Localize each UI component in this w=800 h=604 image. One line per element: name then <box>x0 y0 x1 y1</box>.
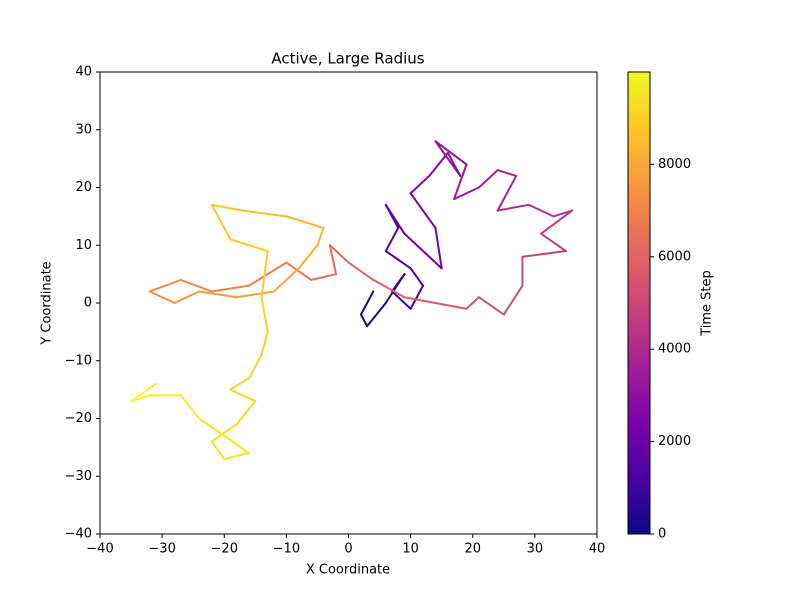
trajectory-segment <box>428 151 449 177</box>
trajectory-segment <box>241 209 288 218</box>
trajectory-segment <box>210 440 226 460</box>
colorbar-tick-label: 2000 <box>658 434 691 449</box>
x-tick-label: −30 <box>148 542 175 557</box>
trajectory-segment <box>210 203 244 212</box>
trajectory-segment <box>409 192 437 229</box>
trajectory-segment <box>521 250 567 258</box>
trajectory-segment <box>310 273 338 281</box>
y-tick-label: 40 <box>75 65 92 80</box>
trajectory-segment <box>502 284 524 316</box>
colorbar-label: Time Step <box>700 270 715 337</box>
trajectory-segment <box>496 174 518 212</box>
y-tick-label: −10 <box>65 353 92 368</box>
y-tick-label: 0 <box>84 296 92 311</box>
trajectory-segment <box>210 284 251 293</box>
trajectory-segment <box>540 209 574 235</box>
colorbar-tick-label: 6000 <box>658 249 691 264</box>
y-tick-label: −30 <box>65 469 92 484</box>
trajectory-segment <box>130 382 157 403</box>
x-tick-label: −20 <box>211 542 238 557</box>
trajectory-segment <box>210 423 238 443</box>
trajectory-segment <box>496 203 530 212</box>
trajectory-segment <box>316 226 325 247</box>
trajectory-segment <box>434 140 468 166</box>
trajectory-segment <box>403 232 431 258</box>
trajectory-segment <box>148 290 176 304</box>
x-tick-label: 0 <box>344 542 352 557</box>
trajectory-segment <box>198 417 251 455</box>
colorbar <box>627 71 651 535</box>
trajectory-segment <box>540 232 567 253</box>
trajectory-segment <box>173 290 201 304</box>
trajectory-segment <box>403 296 437 304</box>
trajectory-segment <box>477 296 505 316</box>
y-tick-label: 30 <box>75 122 92 137</box>
x-tick-label: −10 <box>273 542 300 557</box>
x-axis-label: X Coordinate <box>306 563 390 578</box>
colorbar-tick-label: 0 <box>658 527 666 542</box>
trajectory-segment <box>235 400 257 426</box>
trajectory-segment <box>260 250 269 299</box>
trajectory-segment <box>372 278 406 299</box>
trajectory-segment <box>465 296 480 310</box>
trajectory-segment <box>235 290 275 299</box>
trajectory-segment <box>210 203 232 241</box>
trajectory-segment <box>248 353 263 380</box>
trajectory-segment <box>428 255 443 270</box>
trajectory-segment <box>434 226 443 270</box>
trajectory-segment <box>409 174 431 195</box>
x-tick-label: 20 <box>464 542 481 557</box>
trajectory-segment <box>347 261 375 281</box>
trajectory-segment <box>477 169 499 189</box>
x-tick-label: −40 <box>86 542 113 557</box>
trajectory-segment <box>384 226 400 253</box>
trajectory-segment <box>453 186 480 201</box>
trajectory-segment <box>328 244 350 264</box>
trajectory-segment <box>527 203 555 218</box>
trajectory-segment <box>229 377 251 391</box>
trajectory-segment <box>260 330 269 356</box>
trajectory-segment <box>248 261 288 287</box>
y-tick-label: −20 <box>65 411 92 426</box>
y-axis-label: Y Coordinate <box>40 261 55 345</box>
trajectory-segment <box>148 278 182 293</box>
trajectory-segment <box>384 250 412 270</box>
y-tick-label: 20 <box>75 180 92 195</box>
trajectory-segment <box>229 238 269 253</box>
trajectory-segment <box>229 388 257 403</box>
trajectory-segment <box>198 290 238 299</box>
trajectory-segment <box>260 296 269 333</box>
trajectory-segment <box>297 244 319 270</box>
trajectory-segment <box>390 273 406 293</box>
trajectory-segment <box>409 284 425 310</box>
chart-title: Active, Large Radius <box>271 50 424 68</box>
trajectory-segment <box>434 302 468 310</box>
trajectory-segment <box>223 452 251 460</box>
plot-area <box>130 140 574 460</box>
trajectory-segment <box>453 163 468 201</box>
trajectory-segment <box>285 261 313 281</box>
trajectory-segment <box>390 290 412 310</box>
trajectory-segment <box>285 215 325 229</box>
trajectory-segment <box>409 267 425 287</box>
x-tick-label: 40 <box>589 542 606 557</box>
trajectory-segment <box>496 169 518 177</box>
y-tick-label: 10 <box>75 238 92 253</box>
colorbar-tick-label: 8000 <box>658 157 691 172</box>
trajectory-segment <box>359 313 369 328</box>
x-tick-label: 10 <box>402 542 419 557</box>
trajectory-segment <box>328 244 338 276</box>
colorbar-tick-label: 4000 <box>658 342 691 357</box>
trajectory-segment <box>179 278 213 293</box>
trajectory-segment <box>552 209 574 218</box>
trajectory-segment <box>359 290 375 316</box>
trajectory-segment <box>272 267 300 293</box>
trajectory-segment <box>179 394 201 420</box>
trajectory-segment <box>366 302 387 328</box>
trajectory-segment <box>384 203 406 235</box>
trajectory-segment <box>434 140 462 177</box>
y-tick-label: −40 <box>65 527 92 542</box>
x-tick-label: 30 <box>527 542 544 557</box>
